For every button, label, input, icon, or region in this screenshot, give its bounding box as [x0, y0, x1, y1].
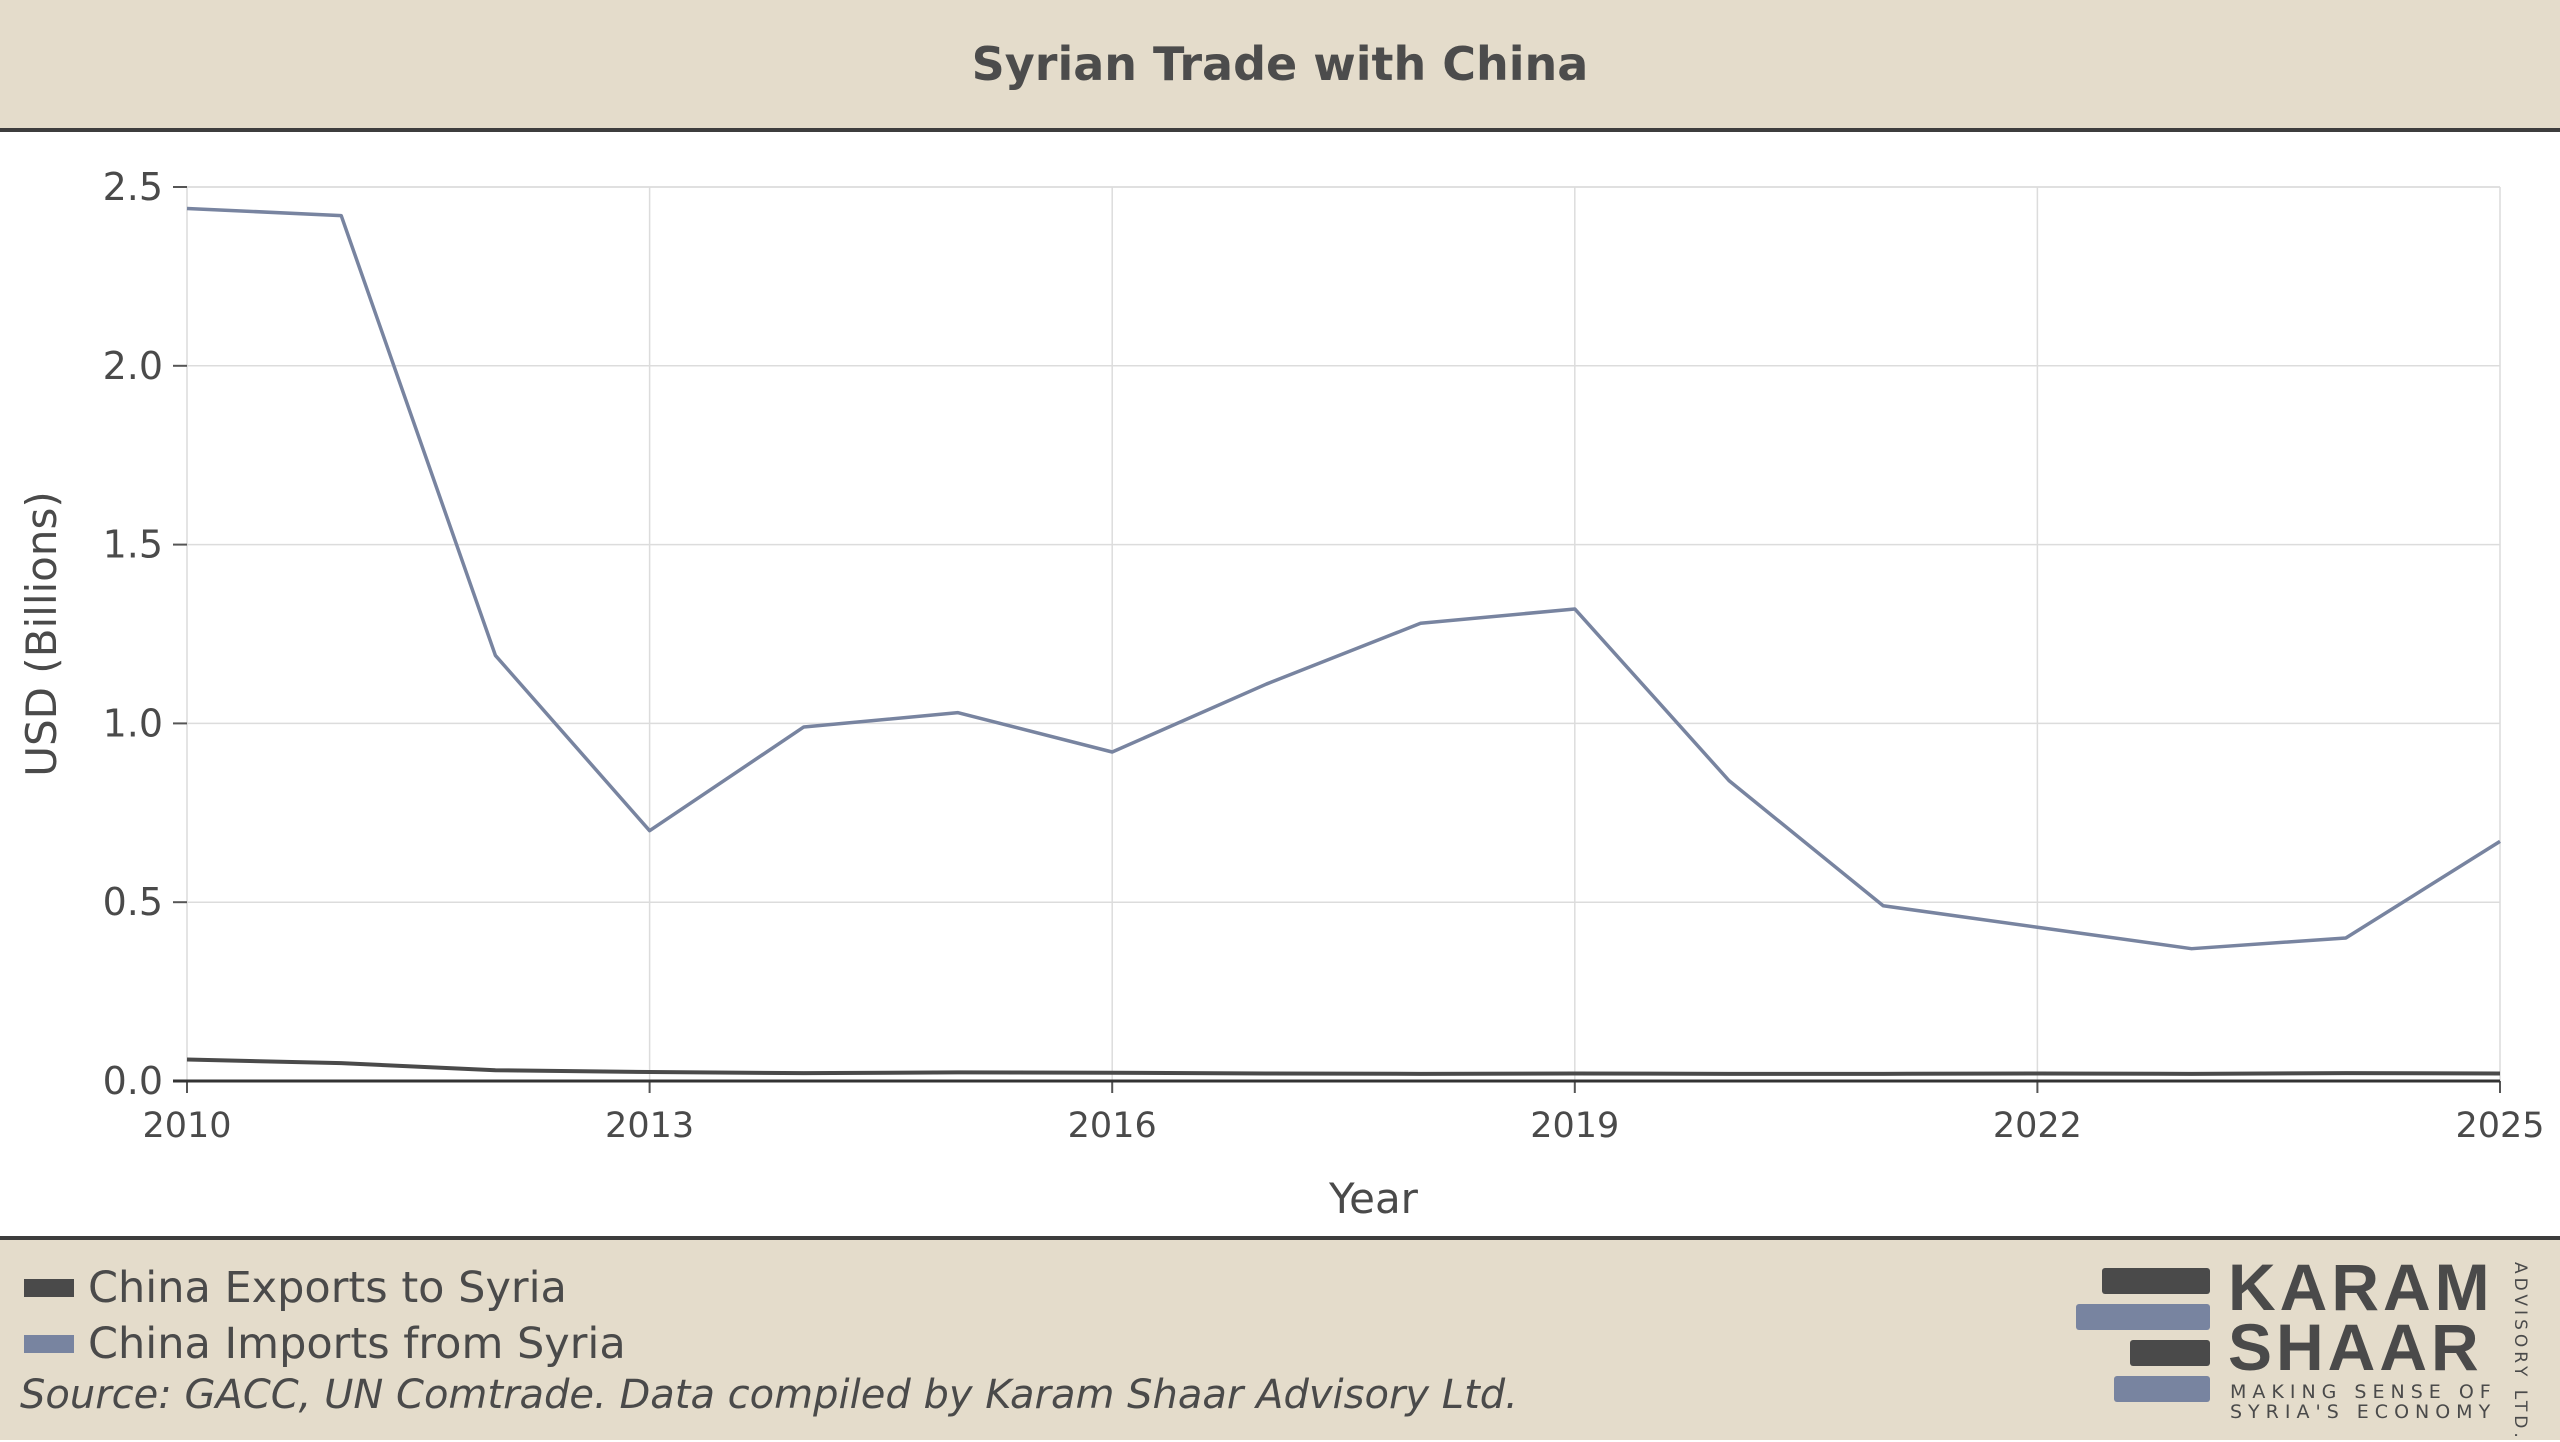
x-tick-label: 2019	[1530, 1106, 1619, 1146]
legend-item-imports: China Imports from Syria	[24, 1316, 626, 1372]
legend-item-exports: China Exports to Syria	[24, 1260, 626, 1316]
plot-area: 0.0 0.5 1.0 1.5 2.0 2.5 2010 2013 2016 2019 2022 20…	[0, 132, 2560, 1236]
x-axis-title: Year	[1328, 1174, 1419, 1223]
x-tick-label: 2025	[2455, 1106, 2544, 1146]
logo-tagline-2: SYRIA'S ECONOMY	[2230, 1402, 2496, 1422]
logo-tagline-1: MAKING SENSE OF	[2230, 1382, 2497, 1402]
logo-word-shaar: SHAAR	[2228, 1314, 2483, 1380]
grid-lines	[187, 187, 2500, 1081]
x-tick-label: 2022	[1993, 1106, 2082, 1146]
legend-label-exports: China Exports to Syria	[88, 1263, 567, 1313]
y-tick-label: 0.0	[103, 1059, 163, 1103]
chart-title: Syrian Trade with China	[972, 37, 1589, 91]
logo-vertical-text: ADVISORY LTD.	[2506, 1262, 2530, 1426]
axes	[173, 187, 2500, 1093]
logo-bar-3	[2130, 1340, 2210, 1366]
logo-bar-1	[2102, 1268, 2210, 1294]
series-line-exports	[187, 1060, 2500, 1074]
legend: China Exports to Syria China Imports fro…	[24, 1260, 626, 1372]
x-tick-label: 2013	[605, 1106, 694, 1146]
y-tick-label: 0.5	[103, 880, 163, 924]
line-chart: 0.0 0.5 1.0 1.5 2.0 2.5 2010 2013 2016 2019 2022 20…	[0, 132, 2560, 1236]
x-tick-label: 2016	[1068, 1106, 1157, 1146]
legend-swatch-exports	[24, 1279, 74, 1297]
series-line-imports	[187, 208, 2500, 948]
legend-label-imports: China Imports from Syria	[88, 1319, 626, 1369]
y-tick-label: 2.5	[103, 165, 163, 209]
x-tick-label: 2010	[142, 1106, 231, 1146]
chart-footer: China Exports to Syria China Imports fro…	[0, 1236, 2560, 1440]
legend-swatch-imports	[24, 1335, 74, 1353]
y-tick-label: 1.0	[103, 701, 163, 745]
y-tick-label: 1.5	[103, 523, 163, 567]
karam-shaar-logo: KARAM SHAAR MAKING SENSE OF SYRIA'S ECON…	[2076, 1260, 2536, 1430]
source-note: Source: GACC, UN Comtrade. Data compiled…	[20, 1372, 1518, 1418]
chart-header: Syrian Trade with China	[0, 0, 2560, 132]
y-tick-label: 2.0	[103, 344, 163, 388]
logo-bar-4	[2114, 1376, 2210, 1402]
y-axis-title: USD (Billions)	[17, 491, 66, 777]
series-lines	[187, 208, 2500, 1073]
logo-bar-2	[2076, 1304, 2210, 1330]
